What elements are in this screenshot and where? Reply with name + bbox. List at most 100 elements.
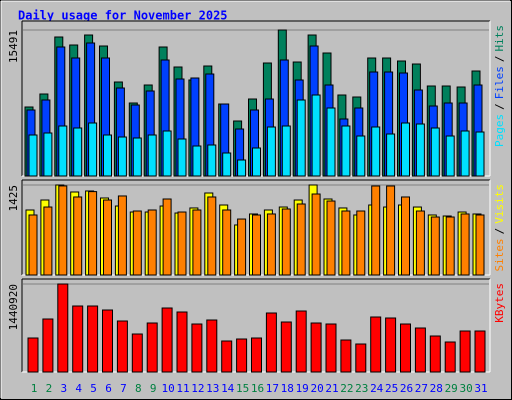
bar — [475, 214, 485, 276]
legend-entry: Visits — [493, 184, 506, 224]
bar — [191, 323, 203, 373]
y-tick-label: 1425 — [7, 185, 20, 212]
bar — [28, 134, 38, 177]
bar — [460, 130, 470, 177]
bar — [117, 195, 127, 276]
legend-entry: Pages — [493, 114, 506, 147]
bar — [87, 305, 99, 373]
bar — [117, 136, 127, 177]
x-tick-label: 8 — [135, 382, 142, 395]
x-tick-label: 14 — [221, 382, 235, 395]
bar — [192, 209, 202, 276]
bar — [73, 127, 83, 177]
x-tick-label: 3 — [60, 382, 67, 395]
legend-separator: / — [493, 56, 506, 63]
legend-separator: / — [493, 103, 506, 110]
bar — [459, 330, 471, 373]
bar — [340, 339, 352, 373]
bar — [385, 317, 397, 373]
bar — [475, 131, 485, 177]
bar — [265, 312, 277, 373]
bar — [371, 126, 381, 177]
x-tick-label: 18 — [281, 382, 294, 395]
bar — [355, 343, 367, 373]
bar — [28, 214, 38, 276]
bar — [386, 185, 396, 276]
bar — [176, 311, 188, 373]
bar — [146, 322, 158, 373]
bar — [430, 127, 440, 177]
bar — [311, 193, 321, 276]
bar — [72, 305, 84, 373]
x-tick-label: 9 — [150, 382, 157, 395]
bar — [177, 138, 187, 177]
bar — [206, 319, 218, 373]
x-tick-label: 29 — [445, 382, 458, 395]
bar — [162, 198, 172, 276]
legend-separator: / — [493, 228, 506, 235]
bar — [444, 341, 456, 373]
bar — [88, 191, 98, 276]
bar — [356, 135, 366, 177]
x-tick-label: 21 — [325, 382, 338, 395]
bar — [177, 211, 187, 276]
x-tick-label: 12 — [191, 382, 204, 395]
bar — [207, 196, 217, 276]
legend-entry: Files — [493, 66, 506, 99]
bar — [252, 147, 261, 177]
x-tick-label: 7 — [120, 382, 127, 395]
bar — [326, 200, 336, 276]
bar — [73, 196, 83, 276]
x-tick-label: 15 — [236, 382, 249, 395]
bar — [474, 330, 486, 373]
bar — [147, 134, 157, 177]
bar — [57, 283, 69, 373]
x-tick-label: 16 — [251, 382, 264, 395]
bar — [251, 337, 262, 373]
bar — [222, 209, 232, 276]
x-tick-label: 11 — [176, 382, 189, 395]
y-tick-label: 1440920 — [7, 284, 20, 330]
bar — [296, 203, 306, 276]
legend: KBytes — [493, 283, 506, 323]
bar — [414, 327, 426, 373]
bar — [281, 125, 291, 177]
bar — [386, 133, 396, 177]
x-tick-label: 26 — [400, 382, 413, 395]
bar — [400, 323, 411, 373]
bar — [326, 107, 336, 177]
bar — [192, 145, 202, 177]
bar — [27, 337, 39, 373]
bar — [252, 214, 261, 276]
x-tick-label: 2 — [46, 382, 53, 395]
bar — [237, 159, 247, 177]
bar — [295, 310, 307, 373]
x-tick-label: 1 — [31, 382, 38, 395]
x-tick-label: 30 — [459, 382, 472, 395]
bar — [341, 210, 351, 276]
x-tick-label: 10 — [161, 382, 174, 395]
bar — [116, 320, 128, 373]
bar — [371, 185, 381, 276]
bar — [102, 309, 113, 373]
x-tick-label: 13 — [206, 382, 219, 395]
bar — [311, 94, 321, 177]
bar — [132, 210, 142, 276]
bar — [266, 213, 276, 276]
x-tick-label: 28 — [430, 382, 443, 395]
legend: Pages / Files / Hits — [493, 25, 506, 147]
x-tick-label: 17 — [266, 382, 279, 395]
bar — [445, 135, 455, 177]
bar — [310, 322, 322, 373]
bar — [162, 130, 172, 177]
bar — [325, 323, 337, 373]
chart-title: Daily usage for November 2025 — [18, 9, 228, 23]
bar — [280, 321, 292, 373]
bar — [401, 122, 410, 177]
bar — [266, 126, 276, 177]
bar — [236, 338, 248, 373]
bar — [460, 213, 470, 276]
bar — [445, 216, 455, 276]
bar — [132, 137, 142, 177]
